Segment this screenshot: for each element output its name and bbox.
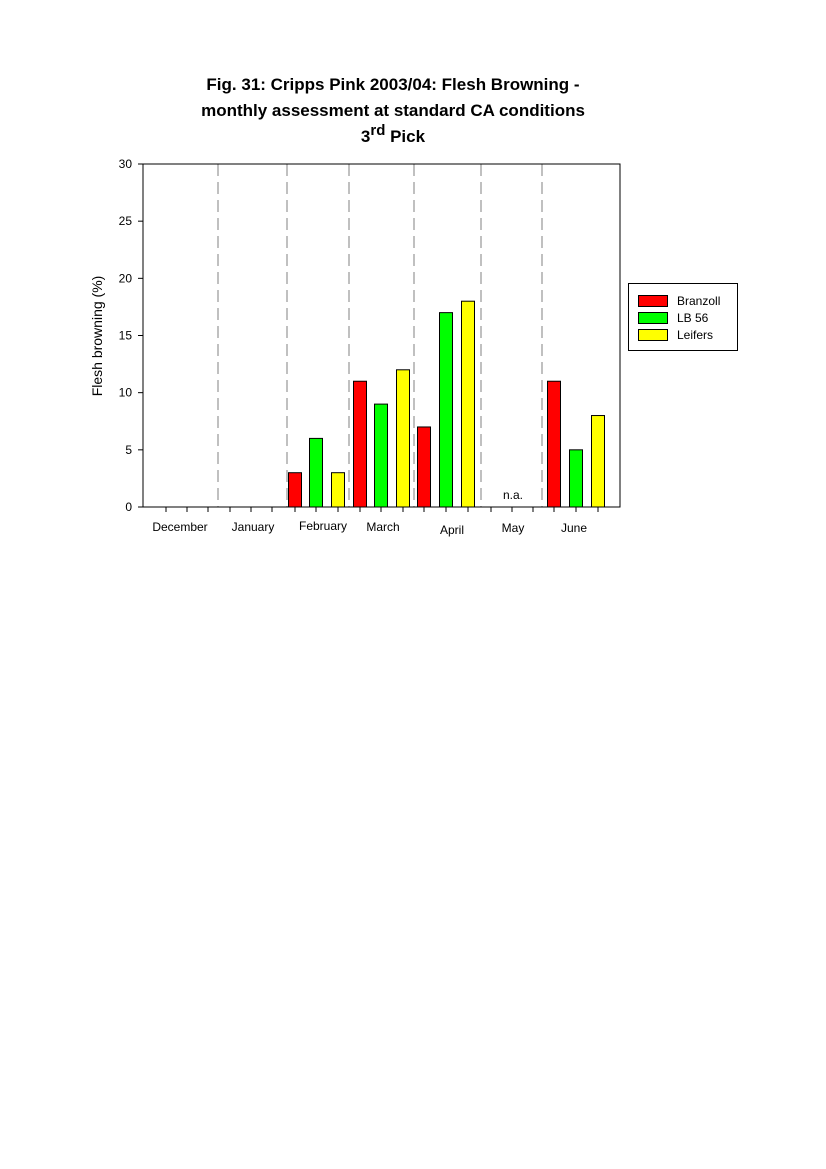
title-pick-number: 3	[360, 127, 371, 146]
bar-chart: 0 5 10 15 20 25 30 December January February Marc…	[89, 157, 621, 537]
x-tick-label-january: January	[232, 520, 275, 534]
x-tick-label-march: March	[366, 520, 399, 534]
bar-june-branzoll	[547, 380, 561, 508]
bar-march-lb56	[374, 403, 388, 508]
y-tick-label-30: 30	[119, 157, 133, 171]
y-tick-label-5: 5	[125, 443, 132, 457]
annotation-may: n.a.	[503, 488, 523, 502]
bar-june-leifers	[591, 415, 605, 508]
x-tick-label-february: February	[299, 519, 347, 533]
bar-march-leifers	[396, 369, 410, 508]
month-separators	[217, 164, 543, 507]
bar-february-lb56	[309, 437, 323, 508]
x-tick-label-may: May	[502, 521, 525, 535]
legend: Branzoll LB 56 Leifers	[628, 283, 738, 351]
bar-april-lb56	[439, 312, 453, 508]
y-axis: 0 5 10 15 20 25 30	[119, 157, 143, 514]
legend-item-lb56: LB 56	[638, 309, 737, 326]
legend-swatch-leifers	[638, 328, 668, 341]
legend-label-branzoll: Branzoll	[677, 293, 721, 308]
y-tick-label-20: 20	[119, 271, 133, 285]
x-tick-label-june: June	[561, 521, 587, 535]
legend-swatch-branzoll	[638, 294, 668, 307]
title-line-3: 3rd Pick	[143, 122, 643, 150]
y-tick-label-15: 15	[119, 329, 133, 343]
legend-label-lb56: LB 56	[677, 310, 709, 325]
bar-february-leifers	[331, 472, 345, 508]
x-axis: December January February March April May June	[152, 507, 599, 537]
title-pick-word: Pick	[385, 127, 426, 146]
y-axis-label: Flesh browning (%)	[89, 276, 105, 397]
bar-february-branzoll	[288, 472, 302, 508]
bars	[288, 300, 605, 508]
x-tick-label-december: December	[152, 520, 207, 534]
y-tick-label-10: 10	[119, 386, 133, 400]
x-tick-label-april: April	[440, 523, 464, 537]
title-pick-ordinal: rd	[370, 122, 386, 139]
annotations: n.a.	[503, 488, 523, 502]
legend-item-branzoll: Branzoll	[638, 292, 737, 309]
legend-label-leifers: Leifers	[677, 327, 714, 342]
legend-swatch-lb56	[638, 311, 668, 324]
title-line-1: Fig. 31: Cripps Pink 2003/04: Flesh Brow…	[206, 75, 580, 94]
bar-april-leifers	[461, 300, 475, 508]
chart-title: Fig. 31: Cripps Pink 2003/04: Flesh Brow…	[143, 72, 643, 150]
legend-item-leifers: Leifers	[638, 326, 737, 343]
bar-june-lb56	[569, 449, 583, 508]
bar-march-branzoll	[353, 380, 367, 508]
y-tick-label-25: 25	[119, 214, 133, 228]
y-tick-label-0: 0	[125, 500, 132, 514]
bar-april-branzoll	[417, 426, 431, 508]
title-line-2: monthly assessment at standard CA condit…	[201, 101, 585, 120]
